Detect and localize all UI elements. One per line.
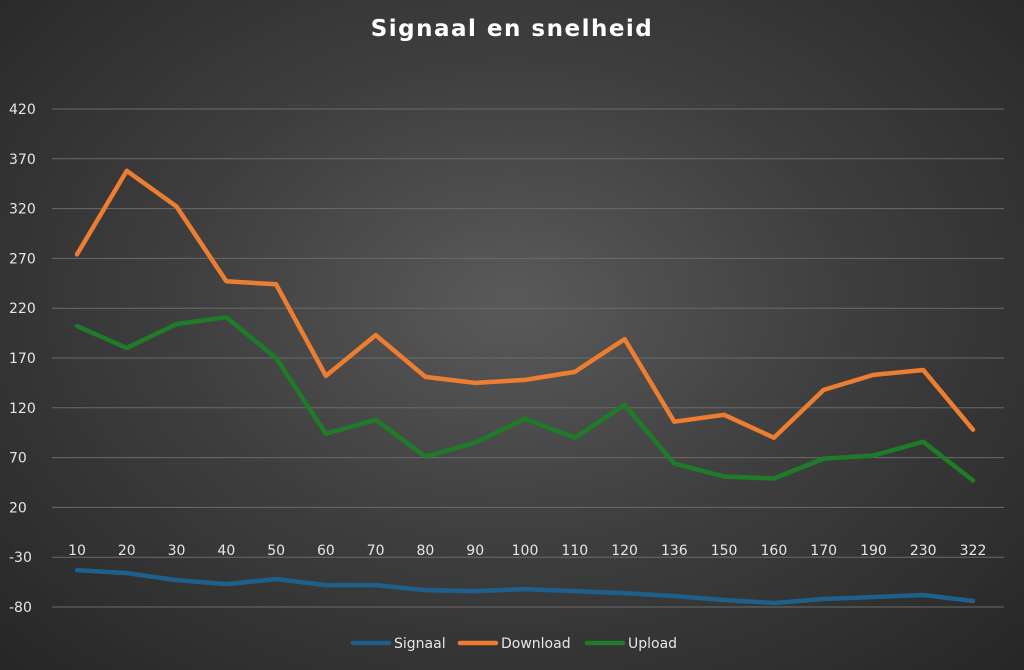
x-tick-label: 70 <box>367 543 385 559</box>
x-tick-label: 110 <box>561 543 588 559</box>
legend-label-upload: Upload <box>628 636 677 652</box>
x-tick-label: 90 <box>466 543 484 559</box>
x-tick-label: 322 <box>960 543 987 559</box>
x-tick-label: 230 <box>910 543 937 559</box>
y-tick-label: 120 <box>9 401 36 417</box>
y-tick-label: 270 <box>9 251 36 267</box>
x-tick-label: 190 <box>860 543 887 559</box>
x-tick-label: 170 <box>810 543 837 559</box>
x-tick-label: 40 <box>217 543 235 559</box>
legend-label-download: Download <box>501 636 571 652</box>
y-tick-label: 370 <box>9 152 36 168</box>
x-tick-label: 10 <box>68 543 86 559</box>
y-tick-label: 170 <box>9 351 36 367</box>
x-tick-label: 20 <box>118 543 136 559</box>
x-tick-label: 30 <box>168 543 186 559</box>
x-tick-label: 100 <box>512 543 539 559</box>
legend-label-signaal: Signaal <box>394 636 446 652</box>
y-tick-label: 70 <box>9 451 27 467</box>
y-tick-label: 220 <box>9 301 36 317</box>
x-tick-label: 150 <box>711 543 738 559</box>
series-line-upload <box>74 314 976 483</box>
y-tick-label: 320 <box>9 202 36 218</box>
x-tick-label: 120 <box>611 543 638 559</box>
series-line-signaal <box>74 567 976 606</box>
x-tick-label: 60 <box>317 543 335 559</box>
x-tick-label: 160 <box>761 543 788 559</box>
x-tick-label: 50 <box>267 543 285 559</box>
x-tick-label: 80 <box>417 543 435 559</box>
y-tick-label: -30 <box>9 550 32 566</box>
series-line-download <box>74 168 976 440</box>
y-tick-label: -80 <box>9 600 32 616</box>
y-tick-label: 20 <box>9 500 27 516</box>
chart-title: Signaal en snelheid <box>370 16 654 42</box>
y-tick-label: 420 <box>9 102 36 118</box>
x-tick-label: 136 <box>661 543 688 559</box>
